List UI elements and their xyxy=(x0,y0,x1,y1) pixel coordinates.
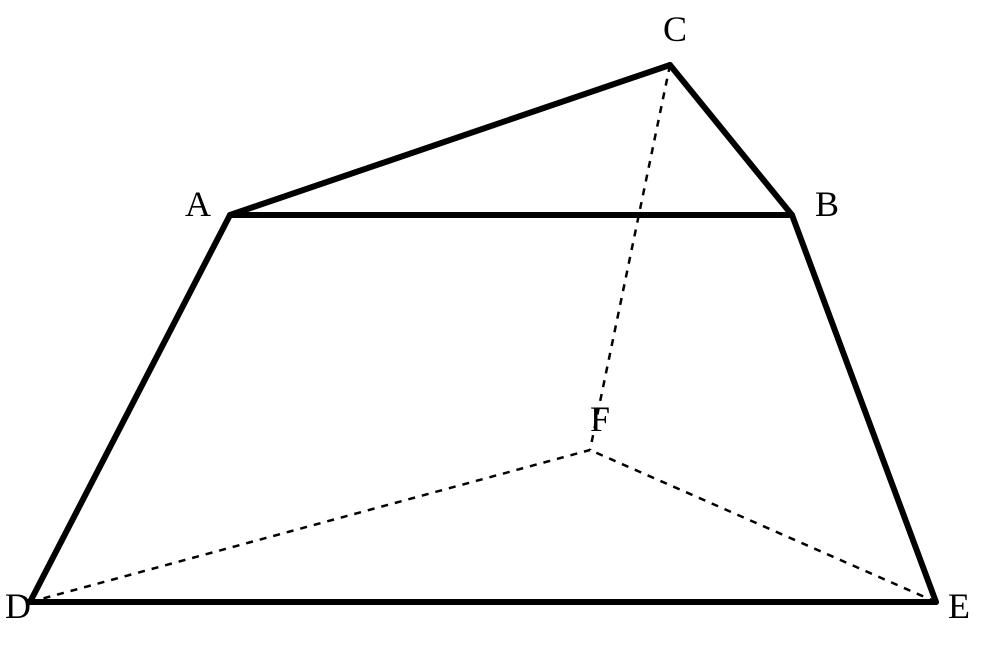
vertex-label-f: F xyxy=(590,398,610,440)
diagram-svg xyxy=(0,0,1000,655)
vertex-label-d: D xyxy=(5,585,31,627)
vertex-label-a: A xyxy=(185,183,211,225)
vertex-label-b: B xyxy=(815,183,839,225)
geometric-diagram: A B C D E F xyxy=(0,0,1000,655)
vertex-label-e: E xyxy=(948,585,970,627)
vertex-label-c: C xyxy=(663,8,687,50)
